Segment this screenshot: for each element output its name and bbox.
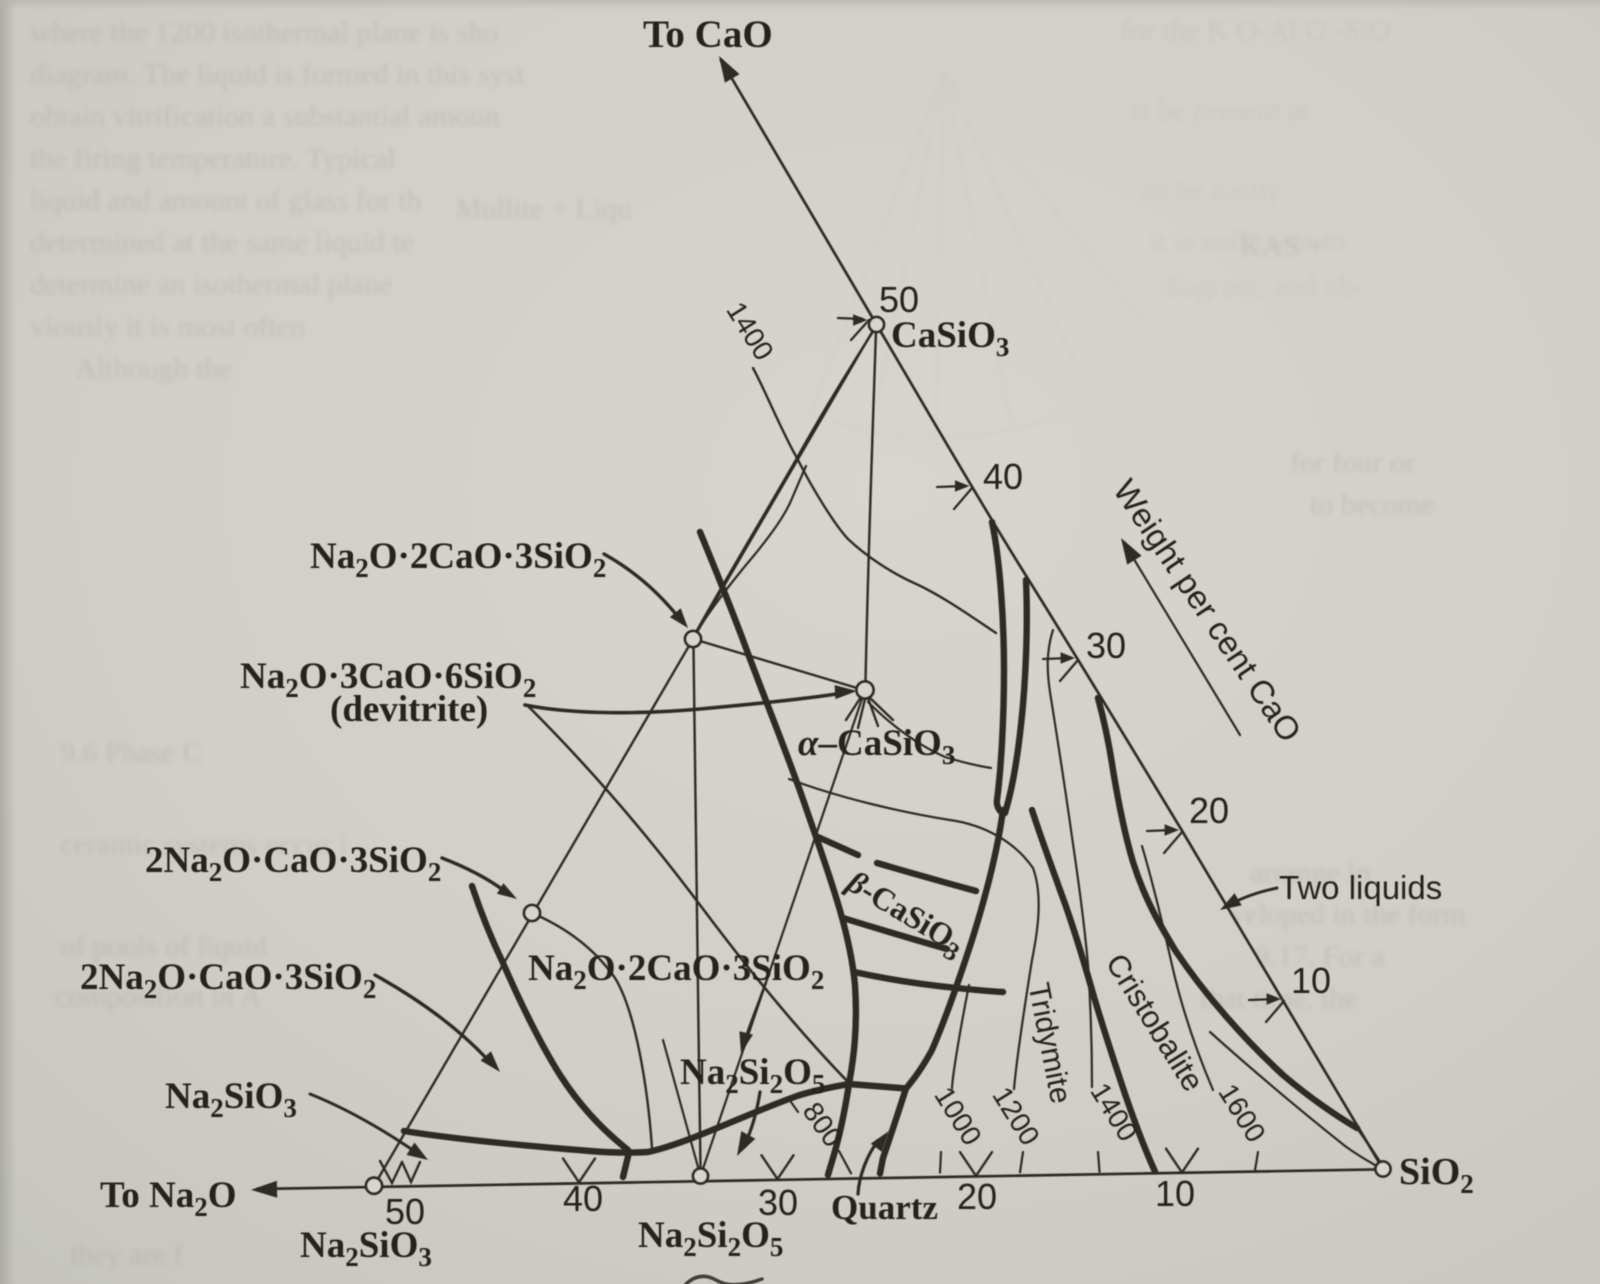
svg-text:Na2O·2CaO·3SiO2: Na2O·2CaO·3SiO2 xyxy=(310,536,606,583)
svg-text:CaSiO3: CaSiO3 xyxy=(891,315,1009,362)
svg-text:10: 10 xyxy=(1291,960,1331,1001)
svg-text:To CaO: To CaO xyxy=(643,13,773,56)
svg-text:diagram, and ob-: diagram, and ob- xyxy=(1160,270,1364,303)
svg-text:2Na2O·CaO·3SiO2: 2Na2O·CaO·3SiO2 xyxy=(80,957,376,1004)
svg-text:Na2SiO3: Na2SiO3 xyxy=(165,1076,297,1123)
svg-text:KAS +: KAS + xyxy=(1240,230,1324,263)
svg-text:an be easily: an be easily xyxy=(1140,174,1282,207)
svg-text:they are f: they are f xyxy=(70,1238,183,1271)
svg-text:Na2O·2CaO·3SiO2: Na2O·2CaO·3SiO2 xyxy=(528,948,824,995)
svg-text:for four or: for four or xyxy=(1290,446,1415,479)
svg-text:20: 20 xyxy=(1189,790,1229,831)
svg-text:to become: to become xyxy=(1310,488,1434,521)
svg-text:50: 50 xyxy=(385,1191,425,1232)
svg-text:9.17. For a: 9.17. For a xyxy=(1255,940,1385,973)
svg-text:To Na2O: To Na2O xyxy=(100,1175,237,1222)
svg-text:where the 1200 isothermal pla: where the 1200 isothermal plane is sho xyxy=(30,16,498,49)
svg-text:the firing temperature. Typi: the firing temperature. Typical xyxy=(30,142,396,175)
svg-text:10: 10 xyxy=(1155,1173,1195,1214)
svg-text:30: 30 xyxy=(1086,625,1126,666)
svg-text:obtain vitrification a substan: obtain vitrification a substantial amoun xyxy=(30,100,500,133)
svg-text:composition in A: composition in A xyxy=(55,980,262,1013)
svg-text:Quartz: Quartz xyxy=(831,1188,938,1227)
svg-text:Although the: Although the xyxy=(75,352,233,385)
svg-text:Na2Si2O5: Na2Si2O5 xyxy=(638,1215,783,1262)
svg-text:arrange in: arrange in xyxy=(1250,856,1371,889)
svg-text:α–CaSiO3: α–CaSiO3 xyxy=(798,723,955,770)
svg-text:liquid and amount of glass for: liquid and amount of glass for th xyxy=(30,184,422,217)
svg-text:viously it is most often: viously it is most often xyxy=(30,310,305,343)
svg-text:30: 30 xyxy=(758,1182,798,1223)
svg-text:diagram. The liquid is formed: diagram. The liquid is formed in this sy… xyxy=(30,58,525,91)
svg-text:2Na2O·CaO·3SiO2: 2Na2O·CaO·3SiO2 xyxy=(145,840,441,887)
svg-text:veloped in the form: veloped in the form xyxy=(1230,898,1466,931)
svg-text:determine an isothermal plane: determine an isothermal plane xyxy=(30,268,392,301)
svg-text:Mullite + Liqu: Mullite + Liqu xyxy=(455,192,632,225)
svg-text:st be present at: st be present at xyxy=(1130,94,1310,127)
svg-text:(devitrite): (devitrite) xyxy=(330,689,488,730)
svg-text:9.6 Phase C: 9.6 Phase C xyxy=(60,736,203,769)
svg-text:it is sufficient to: it is sufficient to xyxy=(1150,224,1345,257)
svg-text:for the K O-Al O -SiO: for the K O-Al O -SiO xyxy=(1120,14,1391,47)
svg-text:50: 50 xyxy=(879,279,919,320)
svg-text:Two liquids: Two liquids xyxy=(1279,869,1442,906)
svg-text:Na2SiO3: Na2SiO3 xyxy=(300,1225,432,1272)
svg-text:ceramic systems occur i: ceramic systems occur i xyxy=(60,828,347,861)
svg-text:40: 40 xyxy=(563,1178,603,1219)
svg-text:of pools of liquid: of pools of liquid xyxy=(60,930,268,963)
svg-text:Na2Si2O5: Na2Si2O5 xyxy=(680,1052,825,1099)
svg-text:20: 20 xyxy=(957,1176,997,1217)
svg-text:40: 40 xyxy=(983,456,1023,497)
svg-text:determined at the same liquid: determined at the same liquid te xyxy=(30,226,414,259)
